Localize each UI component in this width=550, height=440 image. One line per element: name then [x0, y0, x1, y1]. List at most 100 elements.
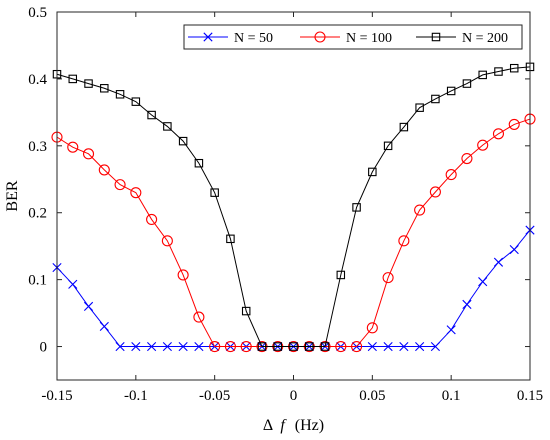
data-point-1-24: [429, 186, 441, 198]
data-point-2-8: [178, 136, 188, 146]
data-point-0-20: [367, 341, 377, 352]
data-point-0-28: [493, 257, 504, 267]
data-point-0-26: [462, 299, 472, 309]
data-point-0-29: [509, 244, 519, 255]
data-point-2-12: [241, 306, 251, 316]
legend-label: N = 100: [346, 31, 392, 46]
y-tick-label: 0.5: [28, 5, 47, 21]
data-point-2-3: [100, 84, 109, 93]
data-point-2-21: [383, 141, 393, 151]
data-point-0-27: [478, 277, 488, 287]
data-point-1-22: [398, 235, 410, 247]
data-point-2-23: [415, 103, 424, 112]
data-point-1-23: [414, 204, 426, 216]
legend-item-2: N = 200: [416, 31, 508, 46]
x-tick-label: 0: [290, 388, 298, 404]
y-tick-label: 0.3: [28, 139, 47, 155]
data-point-2-5: [131, 97, 141, 106]
data-point-1-10: [209, 340, 221, 353]
data-point-1-18: [335, 340, 347, 353]
series-layer: [51, 62, 536, 353]
data-point-0-9: [194, 341, 204, 352]
x-tick-label: -0.05: [199, 388, 230, 404]
data-point-1-12: [240, 340, 252, 353]
data-point-2-16: [305, 342, 314, 351]
data-point-2-25: [446, 86, 456, 96]
data-point-2-9: [194, 158, 204, 168]
data-point-2-13: [257, 342, 267, 351]
data-point-1-20: [366, 322, 378, 334]
data-point-1-4: [114, 179, 126, 191]
data-point-1-5: [130, 187, 142, 199]
data-point-1-28: [492, 128, 505, 140]
data-point-2-6: [147, 110, 156, 120]
data-point-0-3: [99, 321, 109, 332]
data-point-1-29: [508, 118, 520, 130]
y-tick-label: 0.4: [28, 72, 47, 88]
data-point-1-21: [382, 272, 394, 284]
y-tick-label: 0.1: [28, 273, 47, 289]
data-point-0-6: [147, 341, 157, 352]
data-point-1-25: [445, 169, 457, 181]
data-point-2-19: [352, 203, 361, 212]
legend-marker: [314, 31, 326, 43]
data-point-2-18: [336, 270, 346, 280]
data-point-2-15: [289, 342, 298, 351]
data-point-0-24: [430, 341, 440, 352]
data-point-2-2: [84, 79, 93, 88]
data-point-0-21: [383, 341, 393, 352]
legend-box: [183, 24, 523, 50]
data-point-0-8: [178, 341, 188, 352]
data-point-2-17: [320, 342, 330, 351]
y-tick-label: 0.2: [28, 206, 47, 222]
data-point-1-8: [177, 269, 189, 281]
x-tick-label: 0.05: [359, 388, 385, 404]
legend-item-0: N = 50: [188, 31, 273, 46]
y-tick-label: 0: [40, 340, 48, 356]
data-point-2-14: [273, 342, 282, 351]
data-point-2-10: [210, 188, 219, 197]
legend-label: N = 50: [234, 31, 273, 46]
data-point-1-1: [67, 141, 79, 153]
x-axis-label-symbol: Δ: [263, 417, 273, 434]
data-point-2-26: [462, 79, 472, 88]
x-axis-label: Δ f (Hz): [263, 417, 324, 434]
plot-area: [57, 12, 530, 380]
data-point-2-20: [368, 167, 377, 177]
data-point-2-28: [494, 67, 503, 76]
data-point-0-1: [68, 279, 78, 289]
series-line-2: [56, 66, 531, 348]
data-point-1-9: [193, 311, 205, 323]
data-point-0-23: [415, 341, 425, 352]
data-point-0-2: [83, 301, 94, 311]
data-point-1-2: [82, 148, 95, 160]
data-point-2-27: [478, 70, 487, 80]
data-point-2-11: [226, 234, 235, 244]
legend-item-1: N = 100: [300, 31, 392, 46]
data-point-1-3: [98, 164, 110, 176]
data-point-1-27: [477, 139, 489, 151]
x-tick-label: 0.15: [517, 388, 543, 404]
data-point-1-19: [351, 340, 363, 353]
legend: N = 50 N = 100 N = 200: [183, 24, 523, 50]
data-point-0-7: [162, 341, 172, 352]
data-point-2-4: [115, 90, 125, 99]
data-point-2-24: [431, 94, 440, 104]
x-tick-label: -0.15: [41, 388, 72, 404]
data-point-2-7: [163, 122, 172, 131]
data-point-2-29: [509, 63, 519, 73]
data-point-1-6: [146, 213, 158, 225]
data-point-0-4: [115, 341, 125, 352]
legend-label: N = 200: [462, 31, 508, 46]
data-point-2-1: [68, 74, 78, 84]
legend-marker: [431, 32, 441, 42]
y-axis-label: BER: [4, 180, 21, 211]
data-point-1-7: [161, 235, 173, 247]
data-point-2-22: [399, 122, 409, 132]
data-point-0-25: [446, 325, 456, 335]
legend-marker: [203, 32, 213, 42]
axes: -0.15 -0.1 -0.05 0 0.05 0.1 0.15 0 0.1 0.2 0.3 0.4 0…: [28, 5, 543, 404]
series-2: [52, 62, 535, 351]
x-axis-label-unit: (Hz): [295, 417, 324, 434]
